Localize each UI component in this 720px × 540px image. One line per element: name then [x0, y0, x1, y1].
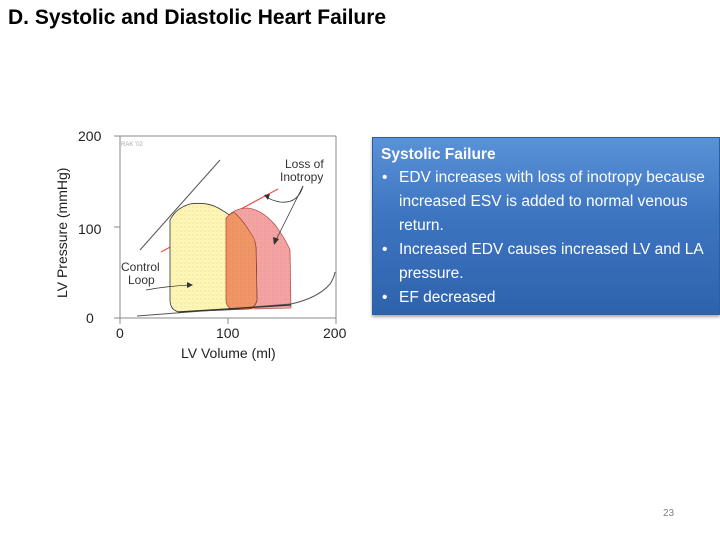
page-number: 23	[663, 508, 675, 519]
y-axis-label: LV Pressure (mmHg)	[54, 168, 70, 298]
control-loop-label-line1: Control	[121, 260, 160, 274]
info-bullet: EDV increases with loss of inotropy beca…	[381, 166, 711, 238]
slide-title: D. Systolic and Diastolic Heart Failure	[8, 6, 387, 29]
inotropy-arrow-to-loop-icon	[275, 185, 304, 241]
plot-frame	[114, 135, 337, 324]
figure-watermark: RAK '02	[121, 142, 143, 148]
inotropy-label-line2: Inotropy	[280, 170, 323, 184]
pressure-volume-diagram: 200 100 0 0 100 200 LV Volume (ml) LV Pr…	[48, 122, 358, 362]
espvr-control-line	[139, 159, 221, 251]
x-tick-100: 100	[216, 325, 240, 341]
control-arrow-icon	[145, 284, 191, 291]
control-loop-label-line2: Loop	[128, 273, 155, 287]
info-heading: Systolic Failure	[381, 146, 496, 163]
info-bullet: EF decreased	[381, 286, 711, 310]
y-tick-0: 0	[86, 310, 94, 326]
info-bullet-list: EDV increases with loss of inotropy beca…	[381, 166, 711, 310]
edpvr-curve	[136, 271, 336, 317]
x-tick-0: 0	[116, 325, 124, 341]
y-tick-200: 200	[78, 128, 102, 144]
inotropy-label-line1: Loss of	[285, 157, 324, 171]
systolic-failure-box: Systolic Failure EDV increases with loss…	[372, 137, 720, 315]
x-tick-200: 200	[323, 325, 347, 341]
x-axis-label: LV Volume (ml)	[181, 345, 276, 361]
info-bullet: Increased EDV causes increased LV and LA…	[381, 238, 711, 286]
inotropy-arrow-to-espvr-icon	[266, 185, 304, 203]
y-tick-100: 100	[78, 221, 102, 237]
